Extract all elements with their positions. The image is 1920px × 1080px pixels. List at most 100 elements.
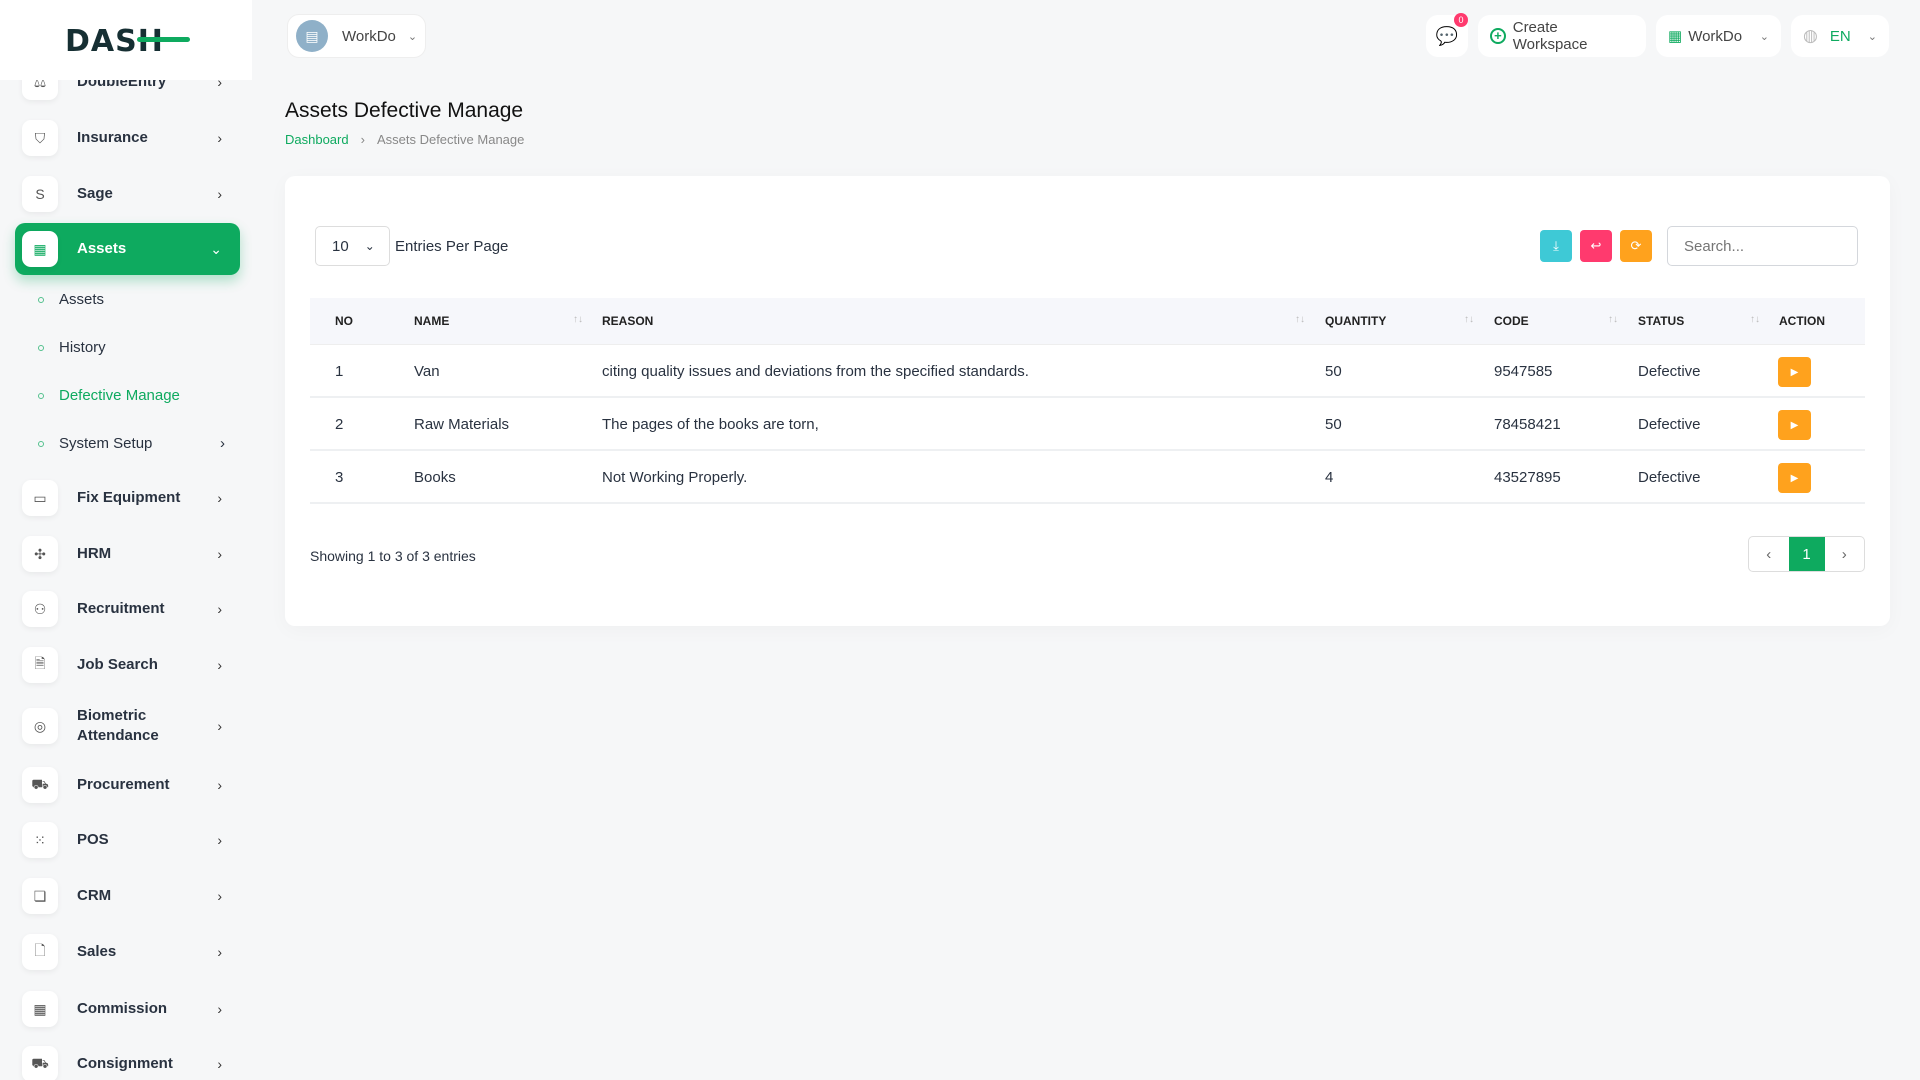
prev-page-button[interactable]: ‹ [1766,545,1772,563]
refresh-button[interactable]: ⟳ [1620,230,1652,262]
col-status[interactable]: STATUS [1638,314,1685,328]
cell-no: 1 [335,363,344,380]
table-header: NO NAME ↑↓ REASON ↑↓ QUANTITY ↑↓ CODE ↑↓… [310,298,1865,345]
col-reason[interactable]: REASON [602,314,654,328]
download-icon: ⤓ [1553,238,1559,253]
col-no[interactable]: NO [335,314,353,328]
chevron-right-icon: › [217,888,222,904]
sidebar-item-assets[interactable]: ▦ Assets ⌄ [15,223,240,275]
bullet-icon [38,344,44,351]
refresh-icon: ⟳ [1630,238,1642,253]
sort-icon[interactable]: ↑↓ [1608,314,1618,325]
cell-no: 2 [335,416,344,433]
s-icon: S [22,176,58,212]
calculator-icon: ▦ [22,231,58,267]
sidebar-item-label: Insurance [77,129,148,146]
calculator-icon: ▦ [22,991,58,1027]
chat-button[interactable]: 💬 0 [1426,13,1468,57]
sidebar-item-label: Sales [77,943,117,960]
chevron-right-icon: › [217,718,222,734]
sidebar-item-recruitment[interactable]: ⚇ Recruitment › [15,583,240,635]
export-button[interactable]: ⤓ [1540,230,1572,262]
bullet-icon [38,392,44,399]
reset-button[interactable]: ↩ [1580,230,1612,262]
sidebar-item-job-search[interactable]: 🗎 Job Search › [15,639,240,691]
sidebar-item-biometric-attendance[interactable]: ◎ Biometric Attendance › [15,700,240,752]
col-quantity[interactable]: QUANTITY [1325,314,1387,328]
file-icon: 🗋 [22,934,58,970]
chevron-right-icon: › [220,435,225,452]
cell-name: Books [414,469,456,486]
chevron-right-icon: › [217,1001,222,1017]
entries-info: Showing 1 to 3 of 3 entries [310,548,476,564]
sidebar-item-insurance[interactable]: ⛉ Insurance › [15,112,240,164]
cell-name: Raw Materials [414,416,510,433]
sort-icon[interactable]: ↑↓ [573,314,583,325]
sidebar-item-label: Commission [77,1000,168,1017]
sort-icon[interactable]: ↑↓ [1295,314,1305,325]
sidebar-subitem-system-setup[interactable]: System Setup › [38,435,225,452]
view-action-button[interactable]: ▶ [1778,357,1811,387]
sidebar-item-commission[interactable]: ▦ Commission › [15,983,240,1035]
table-row: 2 Raw Materials The pages of the books a… [310,398,1865,451]
defective-table-card: 10 ⌄ Entries Per Page ⤓ ↩ ⟳ NO NAME ↑↓ R… [285,176,1890,626]
workspace-select[interactable]: ▤ WorkDo ⌄ [287,14,427,58]
cell-code: 43527895 [1494,469,1561,486]
col-code[interactable]: CODE [1494,314,1529,328]
cell-code: 9547585 [1494,363,1553,380]
language-label: EN [1829,27,1851,45]
chevron-down-icon: ⌄ [407,30,418,43]
cell-reason: citing quality issues and deviations fro… [602,363,1029,380]
sidebar-item-pos[interactable]: ⁙ POS › [15,814,240,866]
sidebar-item-sage[interactable]: S Sage › [15,168,240,220]
sort-icon[interactable]: ↑↓ [1750,314,1760,325]
sidebar-item-label: Job Search [77,656,158,673]
cell-status: Defective [1638,363,1701,380]
pagination: ‹ 1 › [1748,536,1865,572]
sidebar-subitem-defective-manage[interactable]: Defective Manage [38,387,180,404]
sidebar-subitem-assets[interactable]: Assets [38,291,104,308]
sidebar-item-consignment[interactable]: ⛟ Consignment › [15,1038,240,1080]
dash-logo: DASH [65,26,190,54]
sidebar-item-fix-equipment[interactable]: ▭ Fix Equipment › [15,472,240,524]
sidebar-item-label: CRM [77,887,112,904]
sort-icon[interactable]: ↑↓ [1464,314,1474,325]
next-page-button[interactable]: › [1841,545,1847,563]
breadcrumb-dashboard[interactable]: Dashboard [285,132,349,147]
sidebar-item-label: Biometric Attendance [77,707,159,744]
bullet-icon [38,440,44,447]
view-action-button[interactable]: ▶ [1778,410,1811,440]
archive-icon: ▭ [22,480,58,516]
sidebar-item-label: Sage [77,185,113,202]
crm-icon: ❏ [22,878,58,914]
page-title: Assets Defective Manage [285,99,524,122]
user-plus-icon: ⚇ [22,591,58,627]
sidebar-item-hrm[interactable]: ✣ HRM › [15,528,240,580]
workspace-menu[interactable]: ▦ WorkDo ⌄ [1656,15,1781,57]
caret-right-icon: ▶ [1790,472,1799,484]
globe-icon: ◍ [1803,26,1818,45]
language-select[interactable]: ◍ EN ⌄ [1791,15,1889,57]
table-row: 3 Books Not Working Properly. 4 43527895… [310,451,1865,504]
bullet-icon [38,296,44,303]
sidebar-subitem-history[interactable]: History [38,339,106,356]
sidebar-item-sales[interactable]: 🗋 Sales › [15,926,240,978]
view-action-button[interactable]: ▶ [1778,463,1811,493]
create-workspace-button[interactable]: + Create Workspace [1478,15,1646,57]
logo[interactable]: DASH [0,0,252,80]
chevron-right-icon: › [217,546,222,562]
chevron-down-icon: ⌄ [1759,30,1769,43]
chevron-down-icon: ⌄ [364,239,375,253]
sidebar-item-crm[interactable]: ❏ CRM › [15,870,240,922]
page-1-button[interactable]: 1 [1788,537,1825,571]
entries-select[interactable]: 10 ⌄ [315,226,390,266]
sidebar-item-procurement[interactable]: ⛟ Procurement › [15,759,240,811]
cell-reason: Not Working Properly. [602,469,748,486]
search-input[interactable] [1667,226,1858,266]
cell-code: 78458421 [1494,416,1561,433]
sidebar-item-label: Fix Equipment [77,489,181,506]
chevron-right-icon: › [217,1056,222,1072]
col-name[interactable]: NAME [414,314,450,328]
chevron-down-icon: ⌄ [1867,30,1877,43]
shield-icon: ⛉ [22,120,58,156]
